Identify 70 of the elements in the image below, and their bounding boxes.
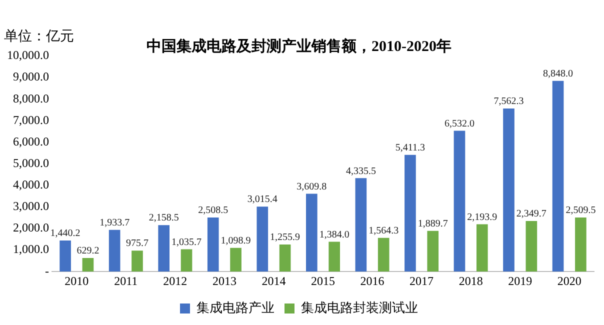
chart-title: 中国集成电路及封测产业销售额，2010-2020年: [146, 36, 452, 55]
bar: [279, 244, 291, 272]
data-label: 2,508.5: [198, 205, 228, 216]
bar: [454, 130, 466, 272]
data-label: 8,848.0: [543, 68, 574, 80]
legend-label: 集成电路产业: [196, 300, 274, 315]
bar: [552, 80, 564, 272]
data-label: 1,564.3: [368, 226, 399, 236]
bar: [427, 230, 439, 272]
data-label: 6,532.0: [444, 118, 474, 130]
x-tick-label: 2019: [508, 274, 532, 288]
data-label: 5,411.3: [395, 142, 426, 154]
y-tick-label: -: [45, 264, 49, 278]
bar: [230, 248, 242, 272]
y-tick-label: 3,000.0: [13, 199, 49, 214]
data-label: 975.7: [126, 238, 148, 250]
bar: [526, 220, 538, 272]
bar: [503, 108, 514, 272]
data-label: 3,015.4: [247, 194, 278, 206]
bar: [158, 225, 170, 272]
bar: [207, 218, 219, 272]
data-label: 2,509.5: [566, 205, 596, 216]
data-label: 1,255.9: [270, 232, 300, 244]
data-label: 3,609.8: [296, 181, 327, 192]
y-tick-label: 4,000.0: [13, 178, 49, 192]
bar: [180, 249, 192, 272]
bar: [328, 242, 340, 272]
x-tick-label: 2012: [163, 274, 188, 288]
bar: [378, 238, 390, 272]
y-tick-label: 10,000.0: [7, 48, 49, 62]
x-tick-label: 2016: [360, 274, 384, 288]
legend-label: 集成电路封装测试业: [301, 300, 418, 315]
bar: [108, 230, 120, 272]
y-axis-title: 单位：亿元: [4, 28, 74, 45]
data-label: 4,335.5: [346, 166, 376, 177]
bar: [256, 206, 268, 272]
data-label: 629.2: [76, 246, 100, 257]
y-tick-label: 1,000.0: [13, 242, 49, 256]
data-label: 1,098.9: [220, 236, 251, 247]
x-tick-label: 2010: [64, 274, 89, 288]
data-label: 2,158.5: [148, 212, 179, 224]
data-label: 2,193.9: [467, 212, 498, 223]
bar: [404, 154, 416, 272]
bar: [355, 178, 367, 272]
x-tick-label: 2013: [212, 274, 236, 288]
x-tick-label: 2017: [410, 274, 434, 288]
y-tick-label: 5,000.0: [13, 156, 49, 170]
y-tick-label: 2,000.0: [13, 220, 49, 235]
x-tick-label: 2018: [458, 274, 483, 288]
data-label: 1,384.0: [319, 229, 350, 240]
data-label: 2,349.7: [516, 208, 546, 220]
y-tick-label: 9,000.0: [13, 70, 49, 84]
bar: [82, 258, 94, 272]
data-label: 1,933.7: [100, 218, 130, 229]
bar: [60, 240, 71, 272]
x-tick-label: 2015: [311, 274, 335, 288]
bar: [575, 217, 586, 272]
y-tick-label: 6,000.0: [13, 134, 49, 148]
data-label: 1,035.7: [172, 236, 202, 248]
x-tick-label: 2020: [557, 274, 582, 288]
bar: [132, 250, 143, 272]
data-label: 1,889.7: [418, 218, 448, 230]
y-tick-label: 7,000.0: [13, 112, 49, 127]
x-tick-label: 2014: [262, 274, 286, 288]
bar: [306, 194, 318, 272]
bar: [476, 224, 488, 272]
data-label: 7,562.3: [494, 96, 524, 108]
data-label: 1,440.2: [50, 228, 80, 240]
x-tick-label: 2011: [114, 274, 138, 288]
y-tick-label: 8,000.0: [13, 91, 49, 106]
